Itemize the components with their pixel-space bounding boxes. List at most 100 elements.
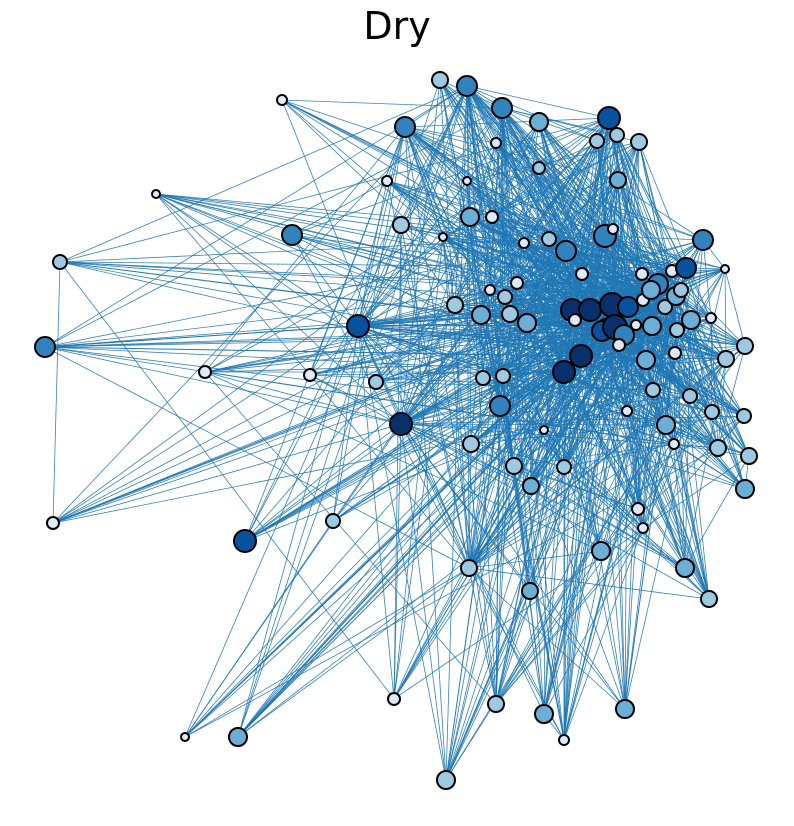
edge — [400, 224, 497, 705]
graph-node — [589, 133, 605, 149]
edge — [52, 326, 616, 524]
edge — [400, 224, 687, 269]
edge — [468, 344, 620, 569]
edge — [52, 325, 359, 524]
edge — [466, 85, 598, 142]
edge — [482, 377, 710, 600]
edge — [563, 359, 647, 468]
graph-node — [555, 240, 577, 262]
edge — [468, 429, 545, 569]
edge — [563, 443, 675, 468]
edge — [59, 85, 468, 263]
edge — [563, 326, 616, 741]
edge — [482, 377, 565, 468]
edge — [468, 424, 667, 569]
graph-node — [575, 267, 589, 281]
graph-node — [607, 223, 619, 235]
edge — [237, 224, 402, 738]
graph-node — [389, 412, 413, 436]
edge — [563, 371, 713, 413]
graph-node — [612, 338, 626, 352]
edge — [495, 142, 652, 291]
edge — [513, 443, 675, 467]
graph-node — [489, 395, 511, 417]
edge — [499, 405, 565, 468]
edge — [184, 371, 565, 738]
edge — [357, 325, 620, 346]
graph-node — [642, 316, 662, 336]
graph-node — [740, 447, 758, 465]
edge — [685, 267, 746, 490]
edge — [563, 371, 719, 449]
edge — [673, 443, 710, 600]
edge — [684, 455, 750, 569]
graph-node — [552, 360, 576, 384]
edge — [675, 295, 691, 397]
edge — [482, 377, 667, 426]
edge — [393, 423, 402, 700]
edge — [332, 325, 359, 522]
edge — [357, 325, 395, 700]
edge — [673, 443, 746, 490]
graph-node — [522, 477, 540, 495]
graph-node — [556, 459, 572, 475]
graph-node — [645, 382, 661, 398]
edge — [400, 423, 719, 449]
edge — [244, 330, 603, 542]
edge — [404, 126, 619, 181]
edge — [184, 375, 504, 738]
edge — [44, 325, 359, 348]
edge — [400, 423, 532, 487]
graph-node — [637, 522, 649, 534]
edge — [454, 250, 567, 306]
graph-node — [682, 388, 698, 404]
edge — [52, 306, 629, 524]
edge — [44, 330, 603, 348]
graph-node — [617, 296, 639, 318]
edge — [281, 99, 470, 569]
edge — [623, 334, 639, 510]
edge — [400, 395, 691, 425]
edge — [563, 371, 644, 529]
edge — [184, 85, 468, 738]
graph-node — [615, 699, 635, 719]
edge — [596, 140, 673, 272]
edge — [516, 273, 583, 284]
edge — [442, 236, 456, 306]
edge — [357, 325, 602, 552]
graph-node — [539, 425, 549, 435]
edge — [442, 216, 493, 238]
edge — [204, 371, 602, 552]
graph-node — [497, 289, 513, 305]
edge — [543, 371, 565, 715]
edge — [689, 395, 719, 449]
graph-node — [569, 344, 593, 368]
graph-node — [736, 337, 754, 355]
edge — [468, 567, 710, 600]
edge — [291, 234, 470, 569]
edge — [538, 167, 567, 252]
graph-node — [657, 299, 673, 315]
graph-node — [490, 137, 502, 149]
edge — [504, 289, 652, 298]
graph-node — [709, 439, 727, 457]
edge — [466, 85, 610, 119]
edge — [642, 358, 727, 529]
edge — [309, 374, 710, 600]
graph-node — [736, 408, 752, 424]
graph-node — [669, 322, 685, 338]
graph-node — [704, 404, 720, 420]
edge — [404, 117, 610, 128]
edge — [563, 304, 613, 741]
edge — [645, 359, 745, 417]
edge — [689, 345, 746, 397]
graph-node — [151, 189, 161, 199]
edge — [204, 371, 565, 468]
edge — [489, 238, 550, 291]
graph-node — [656, 415, 676, 435]
edge — [563, 371, 691, 397]
edge — [468, 567, 626, 710]
edge — [357, 325, 545, 431]
graph-node — [681, 310, 701, 330]
graph-node — [532, 161, 546, 175]
